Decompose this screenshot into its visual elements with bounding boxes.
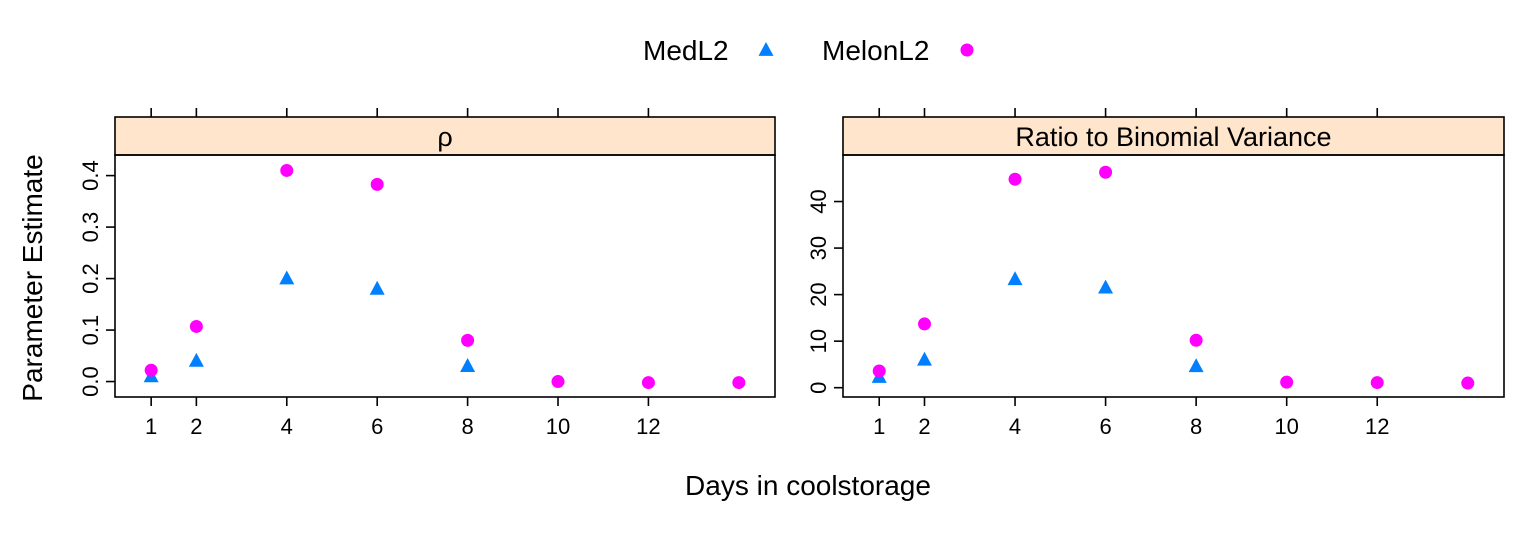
y-tick-label: 0: [806, 382, 831, 394]
data-point-melonl2: [551, 375, 565, 389]
x-tick-label: 4: [281, 414, 293, 439]
data-point-melonl2: [732, 376, 746, 390]
x-tick-label: 12: [1365, 414, 1389, 439]
legend-marker-triangle: [758, 41, 774, 56]
x-tick-label: 2: [190, 414, 202, 439]
x-tick-label: 2: [918, 414, 930, 439]
y-tick-label: 0.0: [78, 366, 103, 397]
panel-title: Ratio to Binomial Variance: [1015, 122, 1331, 152]
x-tick-label: 8: [461, 414, 473, 439]
data-point-melonl2: [461, 333, 475, 347]
x-tick-label: 1: [145, 414, 157, 439]
data-point-medl2: [369, 280, 385, 295]
panel-frame: [842, 154, 1505, 398]
data-point-melonl2: [189, 319, 203, 333]
x-tick-label: 1: [873, 414, 885, 439]
data-point-melonl2: [872, 364, 886, 378]
y-tick-label: 0.3: [78, 212, 103, 243]
data-point-medl2: [279, 270, 295, 285]
y-tick-label: 0.2: [78, 263, 103, 294]
panel-title: ρ: [437, 122, 452, 152]
data-point-medl2: [1007, 271, 1023, 286]
data-point-melonl2: [1008, 172, 1022, 186]
y-tick-label: 20: [806, 282, 831, 306]
y-tick-label: 0.4: [78, 160, 103, 191]
data-point-melonl2: [917, 317, 931, 331]
data-point-melonl2: [641, 376, 655, 390]
data-point-melonl2: [1461, 376, 1475, 390]
y-tick-label: 0.1: [78, 315, 103, 346]
data-point-medl2: [188, 352, 204, 367]
x-tick-label: 4: [1009, 414, 1021, 439]
data-point-melonl2: [1370, 376, 1384, 390]
data-point-medl2: [916, 351, 932, 366]
x-tick-label: 12: [636, 414, 660, 439]
data-point-medl2: [460, 358, 476, 372]
x-tick-label: 6: [371, 414, 383, 439]
legend-label-melonl2: MelonL2: [822, 35, 929, 66]
data-point-melonl2: [370, 177, 384, 191]
data-point-melonl2: [1280, 375, 1294, 389]
x-tick-label: 8: [1190, 414, 1202, 439]
y-tick-label: 10: [806, 329, 831, 353]
x-axis-title: Days in coolstorage: [685, 470, 931, 501]
panel-frame: [114, 154, 776, 398]
x-tick-label: 6: [1099, 414, 1111, 439]
y-axis-title: Parameter Estimate: [17, 154, 48, 401]
data-point-medl2: [1098, 279, 1114, 294]
data-point-medl2: [1188, 358, 1204, 373]
y-tick-label: 30: [806, 236, 831, 260]
x-tick-label: 10: [1274, 414, 1298, 439]
panel-strip: [842, 116, 1505, 156]
x-tick-label: 10: [546, 414, 570, 439]
data-point-melonl2: [144, 363, 158, 377]
legend-marker-circle: [960, 43, 974, 57]
panel-strip: [114, 116, 776, 156]
data-point-melonl2: [1189, 333, 1203, 347]
y-tick-label: 40: [806, 189, 831, 213]
legend-label-medl2: MedL2: [643, 35, 729, 66]
data-point-melonl2: [1099, 165, 1113, 179]
data-point-melonl2: [280, 163, 294, 177]
